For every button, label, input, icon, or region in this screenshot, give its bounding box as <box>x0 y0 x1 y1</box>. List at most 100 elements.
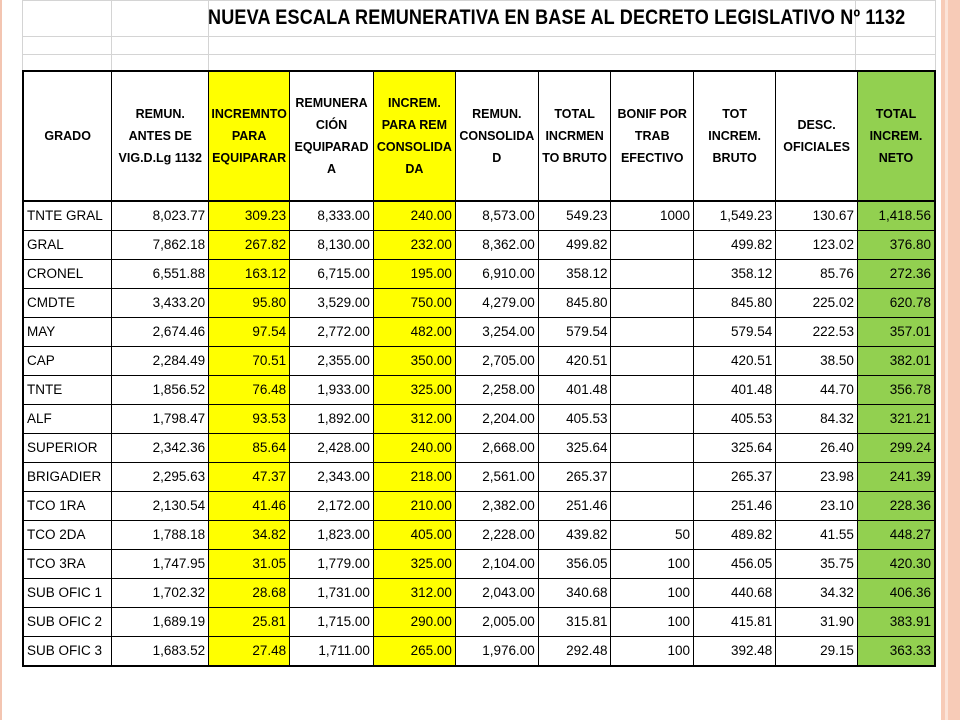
cell-incremento-equiparar: 309.23 <box>208 200 291 231</box>
cell-increm-rem-consolidada: 240.00 <box>372 433 456 463</box>
cell-bonif-trab-efectivo <box>610 230 694 260</box>
cell-remun-consolidada: 2,043.00 <box>454 578 539 608</box>
cell-increm-rem-consolidada: 312.00 <box>372 404 456 434</box>
cell-desc-oficiales: 38.50 <box>775 346 858 376</box>
cell-desc-oficiales: 85.76 <box>775 259 858 289</box>
cell-remun-antes: 1,747.95 <box>111 549 210 579</box>
cell-incremento-equiparar: 70.51 <box>208 346 291 376</box>
cell-total-increm-neto: 241.39 <box>856 462 936 492</box>
header-remun-consolidada: REMUN. CONSOLIDA D <box>454 70 539 202</box>
cell-bonif-trab-efectivo <box>610 491 694 521</box>
cell-increm-rem-consolidada: 290.00 <box>372 607 456 637</box>
table-row: BRIGADIER 2,295.63 47.37 2,343.00 218.00 2,56… <box>22 462 936 492</box>
cell-desc-oficiales: 123.02 <box>775 230 858 260</box>
cell-bonif-trab-efectivo: 1000 <box>610 200 694 231</box>
cell-remun-consolidada: 1,976.00 <box>454 636 539 667</box>
cell-tot-increm-bruto: 325.64 <box>692 433 777 463</box>
cell-incremento-equiparar: 47.37 <box>208 462 291 492</box>
cell-total-increm-neto: 406.36 <box>856 578 936 608</box>
cell-remun-antes: 3,433.20 <box>111 288 210 318</box>
cell-total-increm-neto: 620.78 <box>856 288 936 318</box>
cell-grado: CMDTE <box>22 288 113 318</box>
table-row: GRAL 7,862.18 267.82 8,130.00 232.00 8,362.00… <box>22 230 936 260</box>
cell-grado: TCO 1RA <box>22 491 113 521</box>
cell-increm-rem-consolidada: 265.00 <box>372 636 456 667</box>
cell-total-incremento-bruto: 579.54 <box>537 317 612 347</box>
cell-remun-antes: 2,295.63 <box>111 462 210 492</box>
cell-grado: CAP <box>22 346 113 376</box>
cell-desc-oficiales: 84.32 <box>775 404 858 434</box>
cell-tot-increm-bruto: 489.82 <box>692 520 777 550</box>
cell-bonif-trab-efectivo <box>610 288 694 318</box>
cell-remuneracion-equiparada: 8,333.00 <box>289 200 374 231</box>
cell-bonif-trab-efectivo: 100 <box>610 636 694 667</box>
cell-increm-rem-consolidada: 350.00 <box>372 346 456 376</box>
cell-total-increm-neto: 420.30 <box>856 549 936 579</box>
header-desc-oficiales: DESC. OFICIALES <box>775 70 858 202</box>
cell-incremento-equiparar: 34.82 <box>208 520 291 550</box>
cell-incremento-equiparar: 31.05 <box>208 549 291 579</box>
cell-tot-increm-bruto: 1,549.23 <box>692 200 777 231</box>
cell-total-incremento-bruto: 401.48 <box>537 375 612 405</box>
cell-grado: CRONEL <box>22 259 113 289</box>
cell-remuneracion-equiparada: 1,779.00 <box>289 549 374 579</box>
cell-incremento-equiparar: 25.81 <box>208 607 291 637</box>
cell-grado: TCO 2DA <box>22 520 113 550</box>
cell-grado: SUB OFIC 3 <box>22 636 113 667</box>
cell-total-incremento-bruto: 499.82 <box>537 230 612 260</box>
cell-remuneracion-equiparada: 2,343.00 <box>289 462 374 492</box>
cell-remun-antes: 6,551.88 <box>111 259 210 289</box>
cell-desc-oficiales: 23.10 <box>775 491 858 521</box>
cell-tot-increm-bruto: 358.12 <box>692 259 777 289</box>
cell-grado: TCO 3RA <box>22 549 113 579</box>
header-remuneracion-equiparada: REMUNERA CIÓN EQUIPARAD A <box>289 70 374 202</box>
cell-bonif-trab-efectivo: 100 <box>610 607 694 637</box>
cell-grado: ALF <box>22 404 113 434</box>
cell-remun-consolidada: 2,561.00 <box>454 462 539 492</box>
cell-grado: SUB OFIC 1 <box>22 578 113 608</box>
table-row: TNTE GRAL 8,023.77 309.23 8,333.00 240.00 8,5… <box>22 200 936 231</box>
cell-incremento-equiparar: 41.46 <box>208 491 291 521</box>
header-remun-antes: REMUN. ANTES DE VIG.D.Lg 1132 <box>111 70 210 202</box>
header-grado: GRADO <box>22 70 113 202</box>
slide-right-border-highlight <box>945 0 948 720</box>
cell-bonif-trab-efectivo: 100 <box>610 549 694 579</box>
cell-total-incremento-bruto: 251.46 <box>537 491 612 521</box>
cell-incremento-equiparar: 97.54 <box>208 317 291 347</box>
cell-total-incremento-bruto: 405.53 <box>537 404 612 434</box>
cell-total-incremento-bruto: 292.48 <box>537 636 612 667</box>
cell-increm-rem-consolidada: 405.00 <box>372 520 456 550</box>
cell-remun-consolidada: 2,228.00 <box>454 520 539 550</box>
cell-total-incremento-bruto: 265.37 <box>537 462 612 492</box>
cell-total-incremento-bruto: 325.64 <box>537 433 612 463</box>
cell-remuneracion-equiparada: 3,529.00 <box>289 288 374 318</box>
header-bonif-trab-efectivo: BONIF POR TRAB EFECTIVO <box>610 70 694 202</box>
cell-remuneracion-equiparada: 1,933.00 <box>289 375 374 405</box>
cell-remun-consolidada: 3,254.00 <box>454 317 539 347</box>
cell-remun-antes: 2,342.36 <box>111 433 210 463</box>
header-tot-increm-bruto: TOT INCREM. BRUTO <box>692 70 777 202</box>
slide-right-border <box>941 0 960 720</box>
cell-total-incremento-bruto: 356.05 <box>537 549 612 579</box>
cell-tot-increm-bruto: 251.46 <box>692 491 777 521</box>
cell-remun-consolidada: 2,258.00 <box>454 375 539 405</box>
remuneration-table: GRADO REMUN. ANTES DE VIG.D.Lg 1132 INCR… <box>22 70 936 667</box>
cell-remuneracion-equiparada: 2,428.00 <box>289 433 374 463</box>
cell-remun-antes: 1,702.32 <box>111 578 210 608</box>
table-row: SUB OFIC 2 1,689.19 25.81 1,715.00 290.00 2,0… <box>22 607 936 637</box>
cell-remuneracion-equiparada: 1,823.00 <box>289 520 374 550</box>
cell-grado: TNTE GRAL <box>22 200 113 231</box>
header-incremento-equiparar: INCREMNTO PARA EQUIPARAR <box>208 70 291 202</box>
cell-tot-increm-bruto: 392.48 <box>692 636 777 667</box>
cell-total-increm-neto: 228.36 <box>856 491 936 521</box>
cell-grado: TNTE <box>22 375 113 405</box>
cell-remuneracion-equiparada: 1,731.00 <box>289 578 374 608</box>
cell-increm-rem-consolidada: 325.00 <box>372 375 456 405</box>
cell-total-increm-neto: 357.01 <box>856 317 936 347</box>
cell-incremento-equiparar: 267.82 <box>208 230 291 260</box>
slide-left-border <box>0 0 2 720</box>
cell-grado: BRIGADIER <box>22 462 113 492</box>
cell-remun-consolidada: 2,204.00 <box>454 404 539 434</box>
cell-tot-increm-bruto: 420.51 <box>692 346 777 376</box>
cell-total-incremento-bruto: 358.12 <box>537 259 612 289</box>
